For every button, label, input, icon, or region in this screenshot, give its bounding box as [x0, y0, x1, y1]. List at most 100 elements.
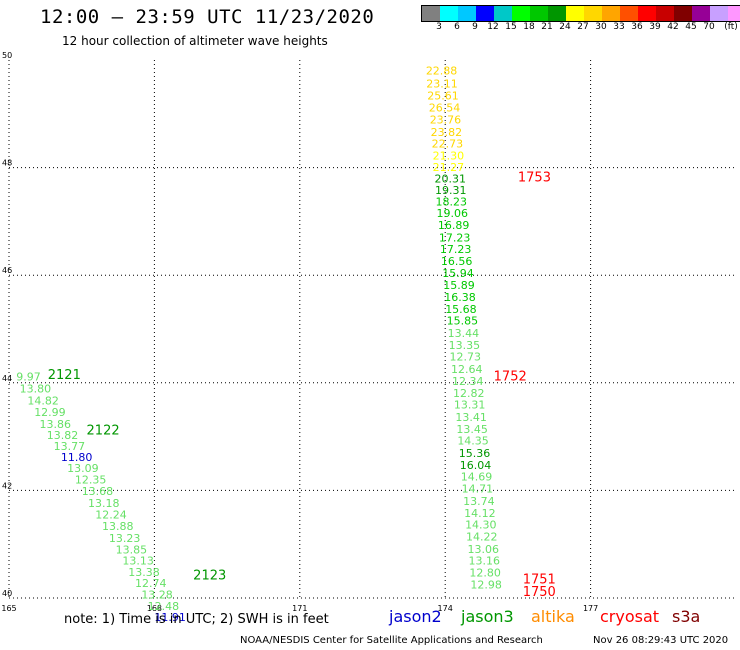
colorbar-label: 42 — [667, 22, 679, 32]
wave-height-value: 12.34 — [452, 375, 484, 388]
wave-height-value: 19.06 — [436, 207, 468, 220]
wave-height-value: 13.77 — [54, 440, 86, 453]
wave-height-value: 18.23 — [436, 195, 468, 208]
wave-height-value: 13.28 — [141, 589, 173, 602]
colorbar-swatch — [548, 6, 566, 21]
wave-height-value: 12.64 — [451, 363, 483, 376]
colorbar-label: 33 — [613, 22, 625, 32]
wave-height-value: 15.85 — [447, 315, 479, 328]
colorbar-swatch — [620, 6, 638, 21]
wave-height-value: 13.06 — [467, 543, 499, 556]
units-note: note: 1) Time is in UTC; 2) SWH is in fe… — [64, 612, 329, 627]
wave-height-value: 12.48 — [148, 600, 180, 613]
y-tick-label: 40 — [2, 589, 12, 598]
wave-height-value: 13.68 — [82, 485, 114, 498]
track-label: 2123 — [193, 569, 226, 584]
wave-height-value: 14.22 — [466, 530, 498, 543]
wave-height-value: 12.73 — [450, 351, 482, 364]
y-tick-label: 42 — [2, 481, 12, 490]
colorbar-label: 24 — [559, 22, 571, 32]
wave-height-value: 13.82 — [47, 429, 79, 442]
y-tick-label: 50 — [2, 51, 12, 60]
colorbar-label: 6 — [454, 22, 460, 32]
colorbar-label: 3 — [436, 22, 442, 32]
wave-height-value: 13.35 — [449, 339, 481, 352]
wave-height-value: 12.99 — [34, 406, 66, 419]
colorbar-label: 27 — [577, 22, 589, 32]
wave-height-value: 13.80 — [20, 382, 52, 395]
chart-subtitle: 12 hour collection of altimeter wave hei… — [62, 34, 328, 48]
colorbar-label: 9 — [472, 22, 478, 32]
colorbar-swatch — [710, 6, 728, 21]
colorbar-label: 15 — [505, 22, 517, 32]
wave-height-value: 22.88 — [426, 65, 458, 78]
wave-height-value: 13.41 — [455, 411, 487, 424]
legend-jason3: jason3 — [461, 607, 514, 626]
colorbar-swatch — [728, 6, 740, 21]
wave-height-value: 11.80 — [61, 451, 92, 464]
wave-height-value: 14.71 — [462, 483, 494, 496]
colorbar-swatch — [530, 6, 548, 21]
wave-height-value: 13.23 — [109, 532, 141, 545]
wave-height-value: 13.31 — [454, 399, 486, 412]
credit-text: NOAA/NESDIS Center for Satellite Applica… — [240, 635, 543, 646]
colorbar-label: 30 — [595, 22, 607, 32]
colorbar-swatch — [422, 6, 440, 21]
axis-ticks: 165 168 171 174 177 50 48 46 44 42 40 — [1, 51, 598, 613]
wave-height-value: 21.30 — [433, 150, 465, 163]
wave-height-value: 19.31 — [435, 184, 467, 197]
colorbar-label: (ft) — [724, 22, 738, 32]
wave-height-value: 14.12 — [464, 507, 496, 520]
wave-height-values: 22.8823.1125.6126.5423.7623.8222.7321.30… — [16, 65, 502, 625]
wave-height-value: 13.18 — [88, 497, 120, 510]
colorbar-label: 39 — [649, 22, 661, 32]
y-tick-label: 46 — [2, 266, 12, 275]
grid-lines — [8, 60, 736, 599]
x-tick-label: 177 — [583, 604, 598, 613]
wave-height-value: 12.24 — [95, 508, 127, 521]
wave-height-value: 21.27 — [433, 161, 465, 174]
wave-height-value: 13.86 — [40, 418, 71, 431]
colorbar-label: 21 — [541, 22, 553, 32]
generated-timestamp: Nov 26 08:29:43 UTC 2020 — [593, 635, 729, 646]
wave-height-value: 16.89 — [438, 219, 470, 232]
wave-height-value: 14.30 — [465, 519, 497, 532]
colorbar-swatch — [512, 6, 530, 21]
wave-height-value: 23.76 — [430, 113, 462, 126]
wave-height-value: 13.88 — [102, 520, 134, 533]
track-label: 2121 — [48, 368, 81, 383]
track-label: 1752 — [494, 370, 527, 385]
wave-height-value: 12.80 — [469, 566, 501, 579]
colorbar-label: 12 — [487, 22, 499, 32]
colorbar-swatch — [692, 6, 710, 21]
wave-height-colorbar — [421, 5, 740, 22]
x-tick-label: 174 — [438, 604, 453, 613]
wave-height-value: 15.36 — [459, 447, 491, 460]
wave-height-value: 12.35 — [75, 473, 107, 486]
colorbar-swatch — [602, 6, 620, 21]
wave-height-value: 13.38 — [128, 566, 160, 579]
wave-height-value: 13.45 — [456, 423, 488, 436]
colorbar-swatch — [566, 6, 584, 21]
colorbar-swatch — [584, 6, 602, 21]
wave-height-value: 13.44 — [448, 327, 480, 340]
legend-jason2: jason2 — [389, 607, 442, 626]
wave-height-value: 15.94 — [442, 267, 474, 280]
colorbar-swatch — [458, 6, 476, 21]
y-tick-label: 44 — [2, 374, 12, 383]
wave-height-value: 11.91 — [154, 611, 186, 624]
wave-height-value: 14.82 — [27, 394, 59, 407]
y-tick-label: 48 — [2, 159, 12, 168]
track-label: 1753 — [518, 171, 551, 186]
wave-height-value: 23.82 — [431, 126, 463, 139]
colorbar-swatch — [656, 6, 674, 21]
wave-height-value: 13.85 — [116, 543, 148, 556]
wave-height-value: 17.23 — [440, 243, 472, 256]
wave-height-value: 16.56 — [441, 255, 473, 268]
wave-height-value: 15.89 — [443, 279, 475, 292]
wave-height-value: 13.74 — [463, 495, 495, 508]
x-tick-label: 165 — [1, 604, 16, 613]
